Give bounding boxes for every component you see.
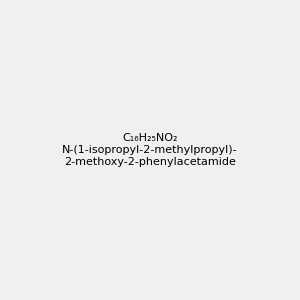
Text: C₁₆H₂₅NO₂
N-(1-isopropyl-2-methylpropyl)-
2-methoxy-2-phenylacetamide: C₁₆H₂₅NO₂ N-(1-isopropyl-2-methylpropyl)… (62, 134, 238, 166)
